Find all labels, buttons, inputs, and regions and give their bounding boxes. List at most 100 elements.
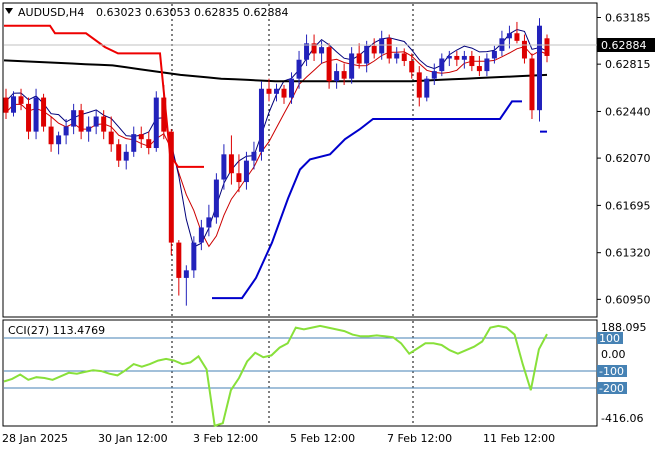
cci-level-100-label: 100 <box>599 332 620 345</box>
candle-body <box>251 151 257 161</box>
cci-panel[interactable]: CCI(27) 113.4769 188.095 100 0.00 -100 -… <box>2 319 647 428</box>
candle-body <box>236 173 242 183</box>
candle-body <box>364 45 370 64</box>
candle-body <box>221 154 227 180</box>
chart-header-ohlc: 0.63023 0.63053 0.62835 0.62884 <box>96 6 288 19</box>
candle-body <box>138 134 144 140</box>
candle-body <box>341 71 347 79</box>
price-panel-frame <box>2 2 598 318</box>
long-moving-average-line <box>3 59 548 83</box>
x-label-30-jan: 30 Jan 12:00 <box>98 432 168 445</box>
candle-body <box>514 33 520 41</box>
candle-body <box>266 88 272 94</box>
candle-body <box>78 110 84 132</box>
candle-body <box>386 38 392 59</box>
candle-body <box>213 179 219 218</box>
candle-body <box>319 47 325 54</box>
candle-body <box>439 58 445 72</box>
candle-body <box>356 53 362 64</box>
price-tick-label: 0.63185 <box>605 12 651 25</box>
candle-body <box>116 144 122 161</box>
x-label-7-feb: 7 Feb 12:00 <box>387 432 452 445</box>
current-price-label: 0.62884 <box>601 39 647 52</box>
candle-body <box>311 43 317 54</box>
candle-body <box>379 38 385 54</box>
candle-body <box>26 103 32 132</box>
candle-body <box>304 43 310 60</box>
chart-header-symbol: AUDUSD,H4 <box>18 6 84 19</box>
candle-body <box>48 126 54 145</box>
cci-top-value: 188.095 <box>601 321 647 334</box>
cci-level-minus-100-label: -100 <box>599 365 624 378</box>
candle-body <box>33 97 39 132</box>
candle-body <box>258 88 264 152</box>
candle-body <box>191 242 197 271</box>
candlestick-series <box>3 18 550 306</box>
candle-body <box>401 53 407 62</box>
candle-body <box>228 154 234 174</box>
x-label-3-feb: 3 Feb 12:00 <box>193 432 258 445</box>
current-price-marker: 0.62884 <box>4 38 655 52</box>
price-tick-label: 0.62070 <box>605 152 651 165</box>
candle-body <box>544 38 550 56</box>
current-price-box <box>597 38 655 52</box>
candle-body <box>3 97 9 113</box>
upper-stop-line <box>4 24 204 168</box>
candle-body <box>521 40 527 59</box>
candle-body <box>454 55 460 60</box>
candle-body <box>131 134 137 152</box>
candle-body <box>93 116 99 127</box>
dropdown-triangle-icon[interactable] <box>5 8 13 14</box>
candle-body <box>63 126 69 136</box>
candle-body <box>274 88 279 94</box>
candle-body <box>536 25 542 111</box>
candle-body <box>296 59 302 79</box>
candle-body <box>198 227 204 243</box>
candle-body <box>289 78 295 98</box>
candle-body <box>506 33 512 39</box>
candle-body <box>281 88 287 98</box>
candle-body <box>424 78 430 98</box>
candle-body <box>11 96 17 113</box>
candle-body <box>86 126 92 132</box>
price-axis: 0.63185 0.62815 0.62440 0.62070 0.61695 0.613… <box>597 12 651 306</box>
candle-body <box>326 47 332 82</box>
candle-body <box>153 97 159 149</box>
price-tick-label: 0.61695 <box>605 199 651 212</box>
cci-level-box-minus-100 <box>597 365 627 377</box>
candle-body <box>243 160 249 183</box>
candle-body <box>123 151 129 161</box>
candle-body <box>446 55 452 59</box>
candle-body <box>529 58 535 111</box>
candle-body <box>18 96 24 104</box>
candle-body <box>41 97 47 127</box>
price-tick-label: 0.62815 <box>605 58 651 71</box>
candle-body <box>71 110 77 127</box>
price-panel[interactable]: 0.63185 0.62815 0.62440 0.62070 0.61695 0.613… <box>2 2 655 318</box>
cci-level-0-label: 0.00 <box>601 348 626 361</box>
candle-body <box>484 58 490 72</box>
candle-body <box>108 131 114 145</box>
lower-stop-line <box>212 100 522 300</box>
cci-level-minus-200-label: -200 <box>599 382 624 395</box>
cci-level-box-100 <box>597 332 623 344</box>
candle-body <box>431 71 437 79</box>
candle-body <box>176 242 182 278</box>
candle-body <box>161 97 167 132</box>
candle-body <box>183 270 189 278</box>
candle-body <box>206 217 212 228</box>
candle-body <box>146 139 152 149</box>
time-axis: 28 Jan 2025 30 Jan 12:00 3 Feb 12:00 5 F… <box>2 432 555 445</box>
price-tick-label: 0.62440 <box>605 105 651 118</box>
candle-body <box>349 53 355 79</box>
cci-bottom-value: -416.06 <box>601 412 643 425</box>
candle-body <box>476 66 482 72</box>
price-tick-label: 0.60950 <box>605 293 651 306</box>
candle-body <box>168 131 174 243</box>
candle-body <box>416 72 422 98</box>
x-label-28-jan: 28 Jan 2025 <box>2 432 68 445</box>
price-tick-label: 0.61320 <box>605 247 651 260</box>
candle-body <box>394 53 400 59</box>
x-label-11-feb: 11 Feb 12:00 <box>483 432 555 445</box>
